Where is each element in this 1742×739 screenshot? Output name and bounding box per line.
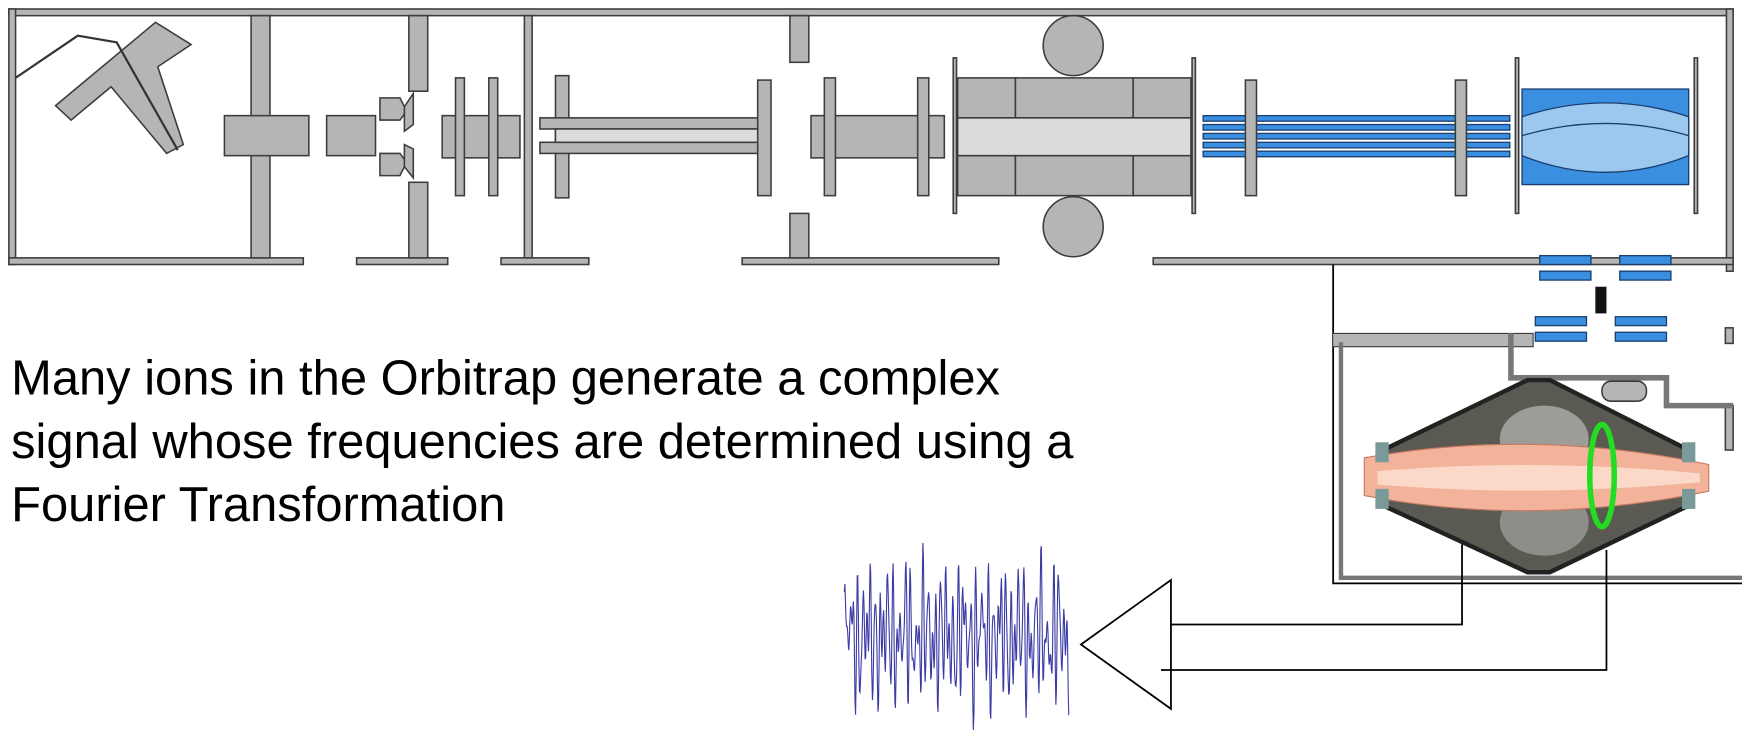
quadrupole (952, 14, 1197, 258)
caption-line: signal whose frequencies are determined … (11, 415, 1074, 469)
ion-optics (441, 74, 946, 199)
transfer-multipole (1202, 57, 1699, 215)
orbitrap (1363, 377, 1710, 575)
caption-line: Many ions in the Orbitrap generate a com… (11, 351, 1000, 405)
caption-line: Fourier Transformation (11, 478, 505, 532)
transient-signal (843, 542, 1070, 731)
ion-source (14, 21, 415, 181)
orbitrap-chamber (1332, 254, 1742, 585)
amplifier (1079, 544, 1608, 711)
c-trap (1521, 88, 1690, 186)
